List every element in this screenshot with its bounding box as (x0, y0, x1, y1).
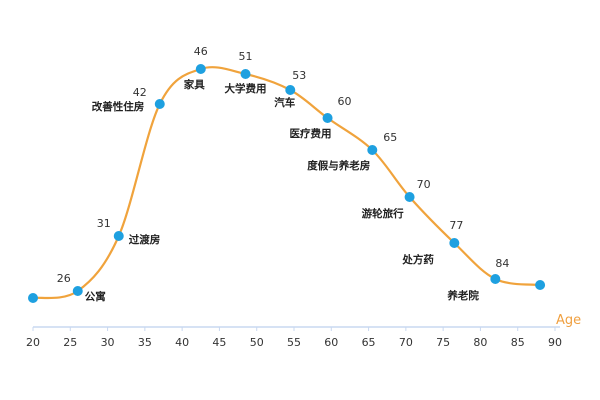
data-category-label: 养老院 (446, 289, 479, 302)
data-category-label: 家具 (184, 78, 205, 91)
x-tick-label: 60 (324, 336, 338, 349)
x-tick-label: 45 (212, 336, 226, 349)
data-point (285, 85, 296, 95)
x-tick-label: 65 (362, 336, 376, 349)
x-tick-label: 55 (287, 336, 301, 349)
x-tick-label: 75 (436, 336, 450, 349)
x-tick-label: 35 (138, 336, 152, 349)
data-value-label: 42 (133, 86, 147, 99)
data-point (28, 293, 38, 303)
data-category-label: 改善性住房 (92, 100, 144, 113)
data-value-label: 77 (449, 219, 463, 232)
data-markers (28, 64, 546, 303)
data-category-label: 度假与养老房 (307, 159, 370, 172)
x-tick-label: 90 (548, 336, 562, 349)
x-axis-title: Age (556, 313, 581, 328)
x-axis-ticks: 20 25 30 35 40 45 50 55 60 65 70 75 80 85 90 (26, 327, 562, 349)
data-value-label: 51 (239, 50, 253, 63)
data-point (404, 192, 415, 202)
data-value-label: 53 (292, 69, 306, 82)
data-point (72, 286, 83, 296)
data-category-label: 大学费用 (225, 82, 267, 95)
x-tick-label: 85 (511, 336, 525, 349)
x-tick-label: 70 (399, 336, 413, 349)
data-category-label: 汽车 (274, 96, 295, 109)
data-point (113, 231, 124, 241)
data-value-label: 60 (338, 95, 352, 108)
x-tick-label: 50 (250, 336, 264, 349)
data-point (449, 238, 460, 248)
data-value-label: 26 (57, 272, 71, 285)
data-value-label: 46 (194, 45, 208, 58)
data-point (367, 145, 378, 155)
data-value-label: 84 (495, 257, 509, 270)
data-category-label: 公寓 (85, 290, 106, 303)
data-category-label: 游轮旅行 (362, 207, 404, 220)
data-value-label: 65 (383, 131, 397, 144)
x-tick-label: 20 (26, 336, 40, 349)
data-point (322, 113, 333, 123)
data-point (154, 99, 165, 109)
data-point (240, 69, 251, 79)
x-tick-label: 80 (473, 336, 487, 349)
data-category-label: 过渡房 (129, 233, 161, 246)
data-value-label: 70 (417, 178, 431, 191)
x-tick-label: 30 (101, 336, 115, 349)
data-value-label: 31 (97, 217, 111, 230)
x-tick-label: 25 (63, 336, 77, 349)
data-point (535, 280, 546, 290)
data-category-label: 医疗费用 (290, 127, 332, 140)
data-point (195, 64, 206, 74)
data-category-label: 处方药 (401, 253, 434, 266)
data-point (490, 274, 501, 284)
x-tick-label: 40 (175, 336, 189, 349)
